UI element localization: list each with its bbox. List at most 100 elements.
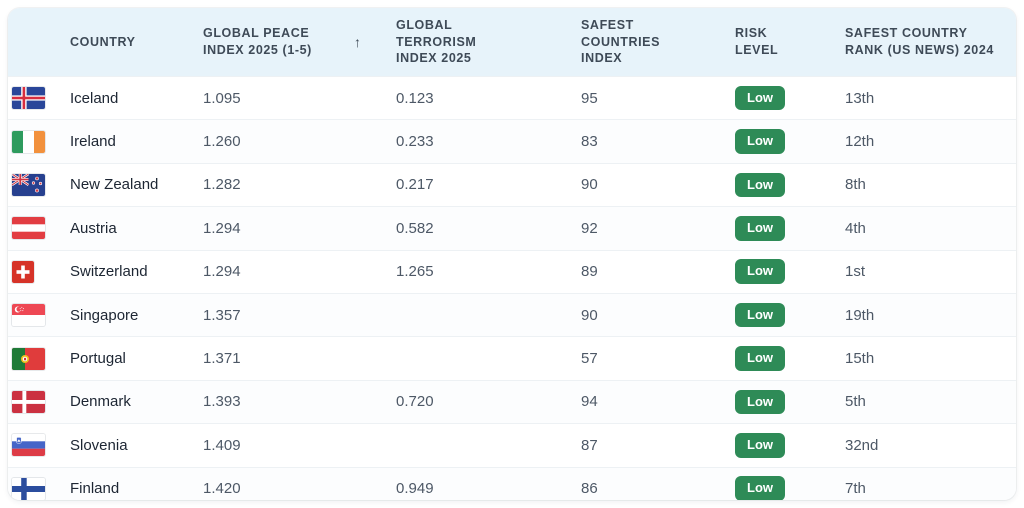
country-flag-cell (8, 260, 70, 283)
column-header-safest-country-rank[interactable]: SAFEST COUNTRY RANK (US NEWS) 2024 (845, 25, 1016, 59)
risk-level-cell: Low (735, 433, 845, 458)
flag-denmark-icon (12, 390, 45, 413)
country-flag-cell (8, 477, 70, 500)
country-name: Austria (70, 219, 117, 237)
global-terrorism-index-value: 0.582 (396, 219, 434, 237)
safest-country-rank-value: 32nd (845, 436, 879, 454)
column-header-country-label: COUNTRY (70, 34, 136, 49)
global-peace-index-value: 1.409 (203, 436, 241, 454)
risk-level-badge: Low (735, 129, 785, 154)
global-peace-index-value: 1.282 (203, 176, 241, 194)
risk-level-badge: Low (735, 259, 785, 285)
safest-countries-index-value: 86 (581, 480, 598, 498)
global-terrorism-index-value: 0.233 (396, 133, 434, 151)
global-peace-index-value: 1.393 (203, 393, 241, 411)
table-row[interactable]: New Zealand 1.282 0.217 90 Low 8th (8, 162, 1016, 207)
risk-level-cell: Low (735, 259, 845, 285)
country-name: Ireland (70, 133, 116, 151)
table-row[interactable]: Singapore 1.357 90 Low 19th (8, 292, 1016, 337)
country-name: Iceland (70, 89, 119, 107)
flag-slovenia-icon (12, 434, 45, 457)
safest-country-rank-value: 19th (845, 306, 875, 324)
country-name: Denmark (70, 393, 131, 411)
safest-countries-index-value: 87 (581, 436, 598, 454)
table-row[interactable]: Denmark 1.393 0.720 94 Low 5th (8, 379, 1016, 424)
global-peace-index-value: 1.371 (203, 350, 241, 368)
safest-country-rank-value: 4th (845, 219, 866, 237)
table-row[interactable]: Slovenia 1.409 87 Low 32nd (8, 423, 1016, 467)
safest-countries-index-value: 83 (581, 133, 598, 151)
flag-iceland-icon (12, 87, 45, 110)
global-terrorism-index-value: 0.123 (396, 89, 434, 107)
safest-country-rank-value: 12th (845, 133, 875, 151)
country-name: Switzerland (70, 263, 148, 281)
table-row[interactable]: Ireland 1.260 0.233 83 Low 12th (8, 119, 1016, 163)
safest-country-rank-value: 15th (845, 350, 875, 368)
global-peace-index-value: 1.294 (203, 263, 241, 281)
table-row[interactable]: Switzerland 1.294 1.265 89 Low 1st (8, 249, 1016, 293)
risk-level-cell: Low (735, 129, 845, 154)
risk-level-badge: Low (735, 346, 785, 371)
risk-level-cell: Low (735, 302, 845, 328)
safest-country-rank-value: 7th (845, 480, 866, 498)
column-header-global-terrorism-index[interactable]: GLOBAL TERRORISM INDEX 2025 (396, 17, 581, 68)
global-peace-index-value: 1.260 (203, 133, 241, 151)
column-header-global-terrorism-index-label: GLOBAL TERRORISM INDEX 2025 (396, 17, 477, 66)
safest-countries-index-value: 57 (581, 350, 598, 368)
table-row[interactable]: Portugal 1.371 57 Low 15th (8, 336, 1016, 380)
global-peace-index-value: 1.357 (203, 306, 241, 324)
global-terrorism-index-value: 0.720 (396, 393, 434, 411)
safest-countries-index-value: 89 (581, 263, 598, 281)
country-flag-cell (8, 304, 70, 327)
flag-austria-icon (12, 217, 45, 240)
country-flag-cell (8, 87, 70, 110)
country-flag-cell (8, 347, 70, 370)
column-header-country[interactable]: COUNTRY (70, 34, 203, 51)
country-name: New Zealand (70, 176, 159, 194)
flag-portugal-icon (12, 347, 45, 370)
table-row[interactable]: Austria 1.294 0.582 92 Low 4th (8, 206, 1016, 250)
safest-countries-index-value: 90 (581, 176, 598, 194)
risk-level-badge: Low (735, 476, 785, 500)
risk-level-badge: Low (735, 433, 785, 458)
flag-switzerland-icon (12, 260, 45, 283)
risk-level-badge: Low (735, 389, 785, 415)
risk-level-cell: Low (735, 389, 845, 415)
global-peace-index-value: 1.095 (203, 89, 241, 107)
risk-level-cell: Low (735, 476, 845, 500)
risk-level-badge: Low (735, 85, 785, 111)
table-body: Iceland 1.095 0.123 95 Low 13th Ireland … (8, 76, 1016, 500)
table-header-row: COUNTRY GLOBAL PEACE INDEX 2025 (1-5) ↑ … (8, 8, 1016, 76)
column-header-risk-level[interactable]: RISK LEVEL (735, 25, 845, 59)
risk-level-cell: Low (735, 172, 845, 198)
flag-new-zealand-icon (12, 173, 45, 196)
safest-country-rank-value: 5th (845, 393, 866, 411)
country-name: Portugal (70, 350, 126, 368)
country-flag-cell (8, 217, 70, 240)
column-header-safest-countries-index-label: SAFEST COUNTRIES INDEX (581, 17, 661, 66)
column-header-global-peace-index[interactable]: GLOBAL PEACE INDEX 2025 (1-5) ↑ (203, 25, 396, 59)
risk-level-badge: Low (735, 216, 785, 241)
global-terrorism-index-value: 1.265 (396, 263, 434, 281)
risk-level-cell: Low (735, 216, 845, 241)
risk-level-cell: Low (735, 85, 845, 111)
flag-finland-icon (12, 477, 45, 500)
global-terrorism-index-value: 0.217 (396, 176, 434, 194)
safest-country-rank-value: 8th (845, 176, 866, 194)
column-header-safest-countries-index[interactable]: SAFEST COUNTRIES INDEX (581, 17, 735, 68)
safest-countries-index-value: 95 (581, 89, 598, 107)
country-name: Singapore (70, 306, 139, 324)
column-header-global-peace-index-label: GLOBAL PEACE INDEX 2025 (1-5) (203, 26, 312, 57)
risk-level-badge: Low (735, 302, 785, 328)
flag-singapore-icon (12, 304, 45, 327)
global-peace-index-value: 1.294 (203, 219, 241, 237)
safest-countries-index-value: 90 (581, 306, 598, 324)
country-flag-cell (8, 130, 70, 153)
country-name: Slovenia (70, 436, 128, 454)
table-row[interactable]: Iceland 1.095 0.123 95 Low 13th (8, 76, 1016, 120)
global-terrorism-index-value: 0.949 (396, 480, 434, 498)
sort-ascending-icon[interactable]: ↑ (354, 33, 362, 50)
table-row[interactable]: Finland 1.420 0.949 86 Low 7th (8, 466, 1016, 500)
safest-countries-index-value: 92 (581, 219, 598, 237)
flag-ireland-icon (12, 130, 45, 153)
